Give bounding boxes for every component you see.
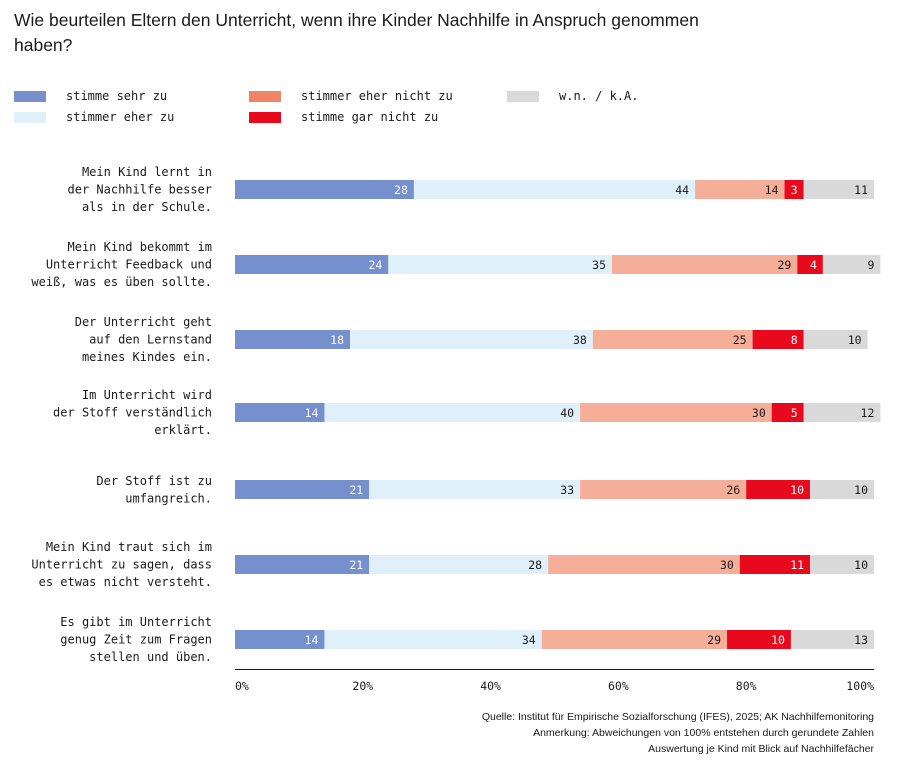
data-label: 29 — [777, 258, 791, 272]
bar-segment — [235, 480, 370, 499]
category-label: Es gibt im Unterricht genug Zeit zum Frag… — [60, 615, 212, 664]
bar-segment — [746, 480, 811, 499]
bar-segment — [803, 180, 874, 199]
legend-label-stimmer-eher-zu: stimmer eher zu — [66, 110, 175, 124]
legend-swatch-wn-ka — [507, 91, 539, 102]
chart-footer: Quelle: Institut für Empirische Sozialfo… — [482, 709, 874, 757]
data-label: 24 — [369, 258, 383, 272]
bar-segment — [541, 630, 728, 649]
stacked-bar-chart: Mein Kind lernt in der Nachhilfe besser al… — [31, 165, 881, 693]
rounding-note: Anmerkung: Abweichungen von 100% entsteh… — [533, 727, 874, 739]
data-label: 10 — [854, 558, 868, 572]
data-label: 14 — [765, 183, 779, 197]
legend-swatch-stimme-sehr-zu — [14, 91, 46, 102]
legend-swatch-stimmer-eher-nicht-zu — [249, 91, 281, 102]
bar-segment — [803, 330, 868, 349]
bar-segment — [369, 555, 549, 574]
bar-segment — [324, 403, 581, 422]
bar-segment — [771, 403, 804, 422]
bar-segment — [803, 403, 881, 422]
data-label: 4 — [810, 258, 817, 272]
bar-segment — [727, 630, 791, 649]
data-label: 25 — [733, 333, 747, 347]
x-tick-label: 80% — [736, 679, 757, 693]
x-tick-label: 100% — [846, 679, 874, 693]
data-label: 13 — [854, 633, 868, 647]
legend-label-stimme-gar-nicht-zu: stimme gar nicht zu — [301, 110, 439, 124]
data-label: 10 — [790, 483, 804, 497]
chart-title: Wie beurteilen Eltern den Unterricht, we… — [14, 10, 699, 55]
data-label: 33 — [560, 483, 574, 497]
x-tick-label: 60% — [608, 679, 629, 693]
bar-segment — [592, 330, 753, 349]
bar-segment — [235, 403, 325, 422]
data-label: 21 — [349, 558, 363, 572]
bar-segment — [235, 330, 351, 349]
data-label: 10 — [854, 483, 868, 497]
category-label: Der Unterricht geht auf den Lernstand mein… — [75, 315, 212, 364]
data-label: 34 — [522, 633, 536, 647]
category-label: Mein Kind bekommt im Unterricht Feedback … — [31, 240, 212, 289]
scope-note: Auswertung je Kind mit Blick auf Nachhil… — [648, 743, 874, 755]
data-label: 38 — [573, 333, 587, 347]
data-label: 14 — [305, 633, 319, 647]
bar-segment — [413, 180, 696, 199]
bar-segment — [784, 180, 804, 199]
data-label: 11 — [854, 183, 868, 197]
legend-label-stimme-sehr-zu: stimme sehr zu — [66, 89, 168, 103]
data-label: 26 — [726, 483, 740, 497]
category-label: Mein Kind traut sich im Unterricht zu sag… — [31, 540, 212, 589]
x-tick-label: 0% — [235, 679, 249, 693]
data-label: 5 — [791, 406, 798, 420]
bar-segment — [790, 630, 874, 649]
bar-segment — [810, 480, 874, 499]
data-label: 10 — [771, 633, 785, 647]
legend-label-stimmer-eher-nicht-zu: stimmer eher nicht zu — [301, 89, 453, 103]
data-label: 18 — [330, 333, 344, 347]
legend-swatch-stimmer-eher-zu — [14, 112, 46, 123]
x-tick-label: 40% — [480, 679, 501, 693]
source-note: Quelle: Institut für Empirische Sozialfo… — [481, 711, 874, 723]
bar-segment — [695, 180, 785, 199]
bar-segment — [235, 180, 414, 199]
bar-segment — [369, 480, 581, 499]
bar-segment — [580, 403, 772, 422]
bar-segment — [235, 630, 325, 649]
category-label: Der Stoff ist zu umfangreich. — [96, 474, 212, 506]
bar-segment — [580, 480, 747, 499]
bar-segment — [548, 555, 740, 574]
bar-segment — [235, 555, 370, 574]
bar-segment — [612, 255, 798, 274]
bar-segment — [810, 555, 874, 574]
data-label: 14 — [305, 406, 319, 420]
bar-segment — [797, 255, 823, 274]
data-label: 44 — [675, 183, 689, 197]
bar-segment — [388, 255, 613, 274]
bar-segment — [739, 555, 811, 574]
data-label: 28 — [394, 183, 408, 197]
bar-segment — [822, 255, 881, 274]
data-label: 28 — [528, 558, 542, 572]
data-label: 11 — [790, 558, 804, 572]
bar-segment — [752, 330, 804, 349]
data-label: 29 — [707, 633, 721, 647]
category-label: Im Unterricht wird der Stoff verständlich… — [53, 388, 212, 437]
legend-label-wn-ka: w.n. / k.A. — [559, 89, 639, 103]
data-label: 12 — [861, 406, 875, 420]
data-label: 3 — [791, 183, 798, 197]
data-label: 35 — [592, 258, 606, 272]
data-label: 40 — [560, 406, 574, 420]
category-label: Mein Kind lernt in der Nachhilfe besser al… — [68, 165, 213, 214]
data-label: 21 — [349, 483, 363, 497]
data-label: 30 — [752, 406, 766, 420]
data-label: 10 — [848, 333, 862, 347]
bar-segment — [350, 330, 593, 349]
bar-segment — [235, 255, 389, 274]
data-label: 8 — [791, 333, 798, 347]
data-label: 30 — [720, 558, 734, 572]
legend-swatch-stimme-gar-nicht-zu — [249, 112, 281, 123]
x-tick-label: 20% — [352, 679, 373, 693]
data-label: 9 — [867, 258, 874, 272]
bar-segment — [324, 630, 542, 649]
